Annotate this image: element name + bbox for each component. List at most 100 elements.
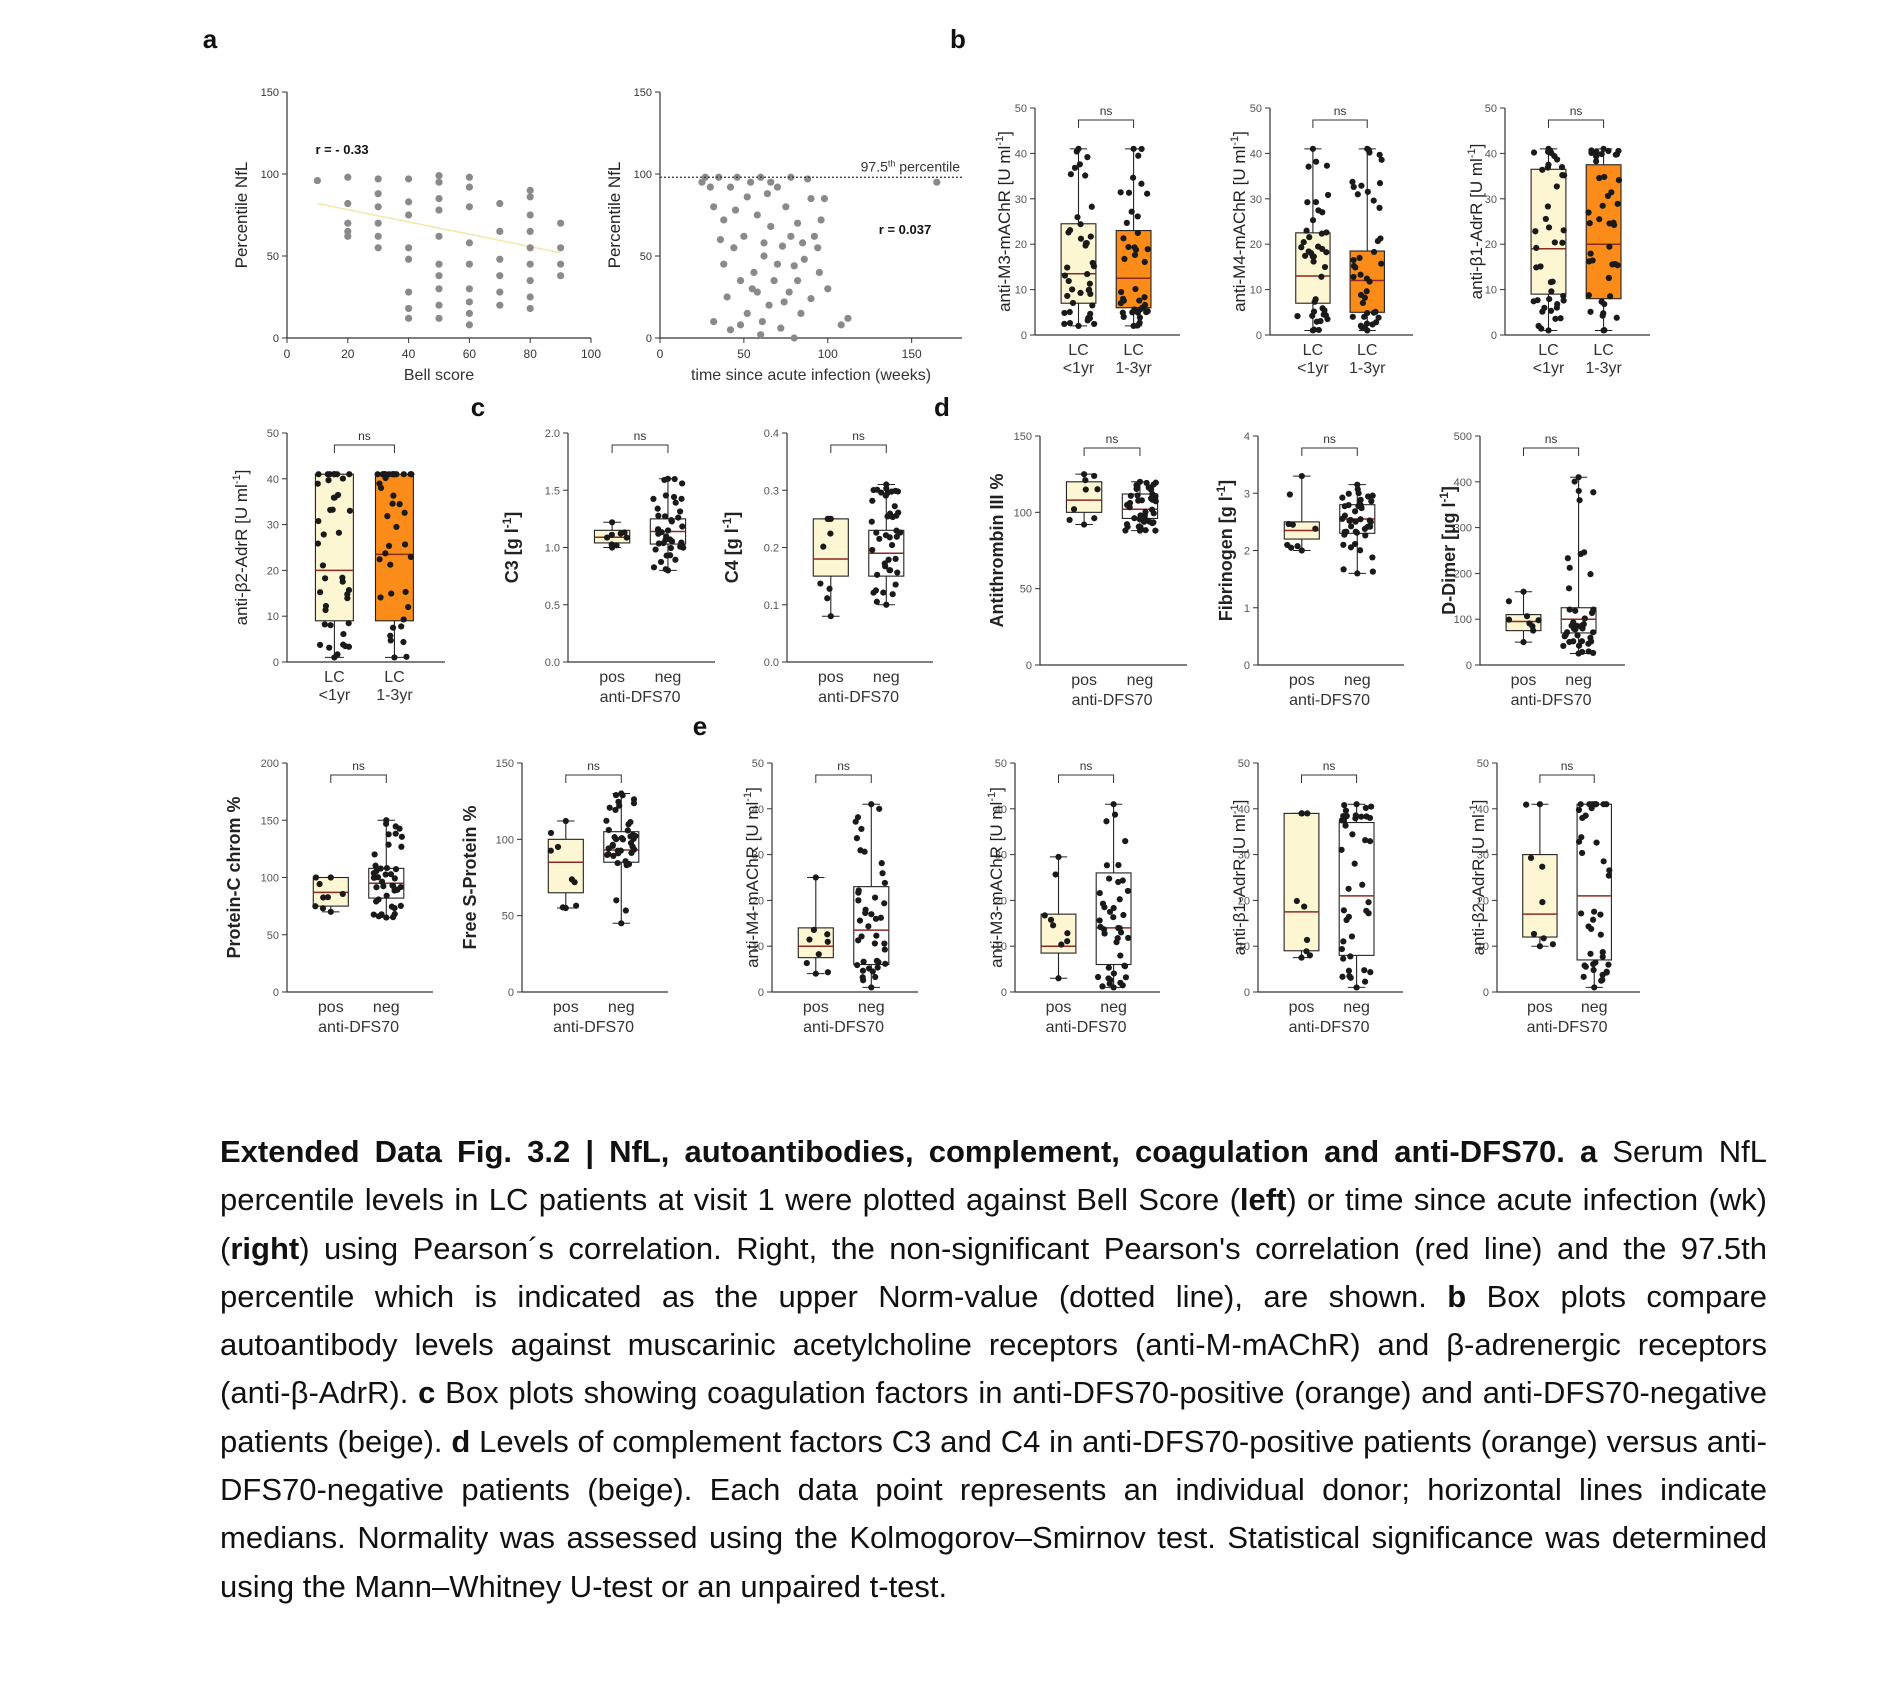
data-point [1345,490,1352,497]
box-iqr [1338,821,1375,956]
data-point [392,823,399,830]
data-point [1589,257,1596,264]
x-axis-label: anti-DFS70 [803,1019,884,1036]
y-tick-label: 300 [1454,523,1472,535]
data-point [1091,472,1098,480]
data-point [812,970,819,977]
data-point [1354,191,1361,198]
data-point [879,870,886,877]
data-point [1340,907,1347,914]
data-point [376,556,383,563]
y-axis-label-part: ] [1467,144,1486,149]
data-point [389,624,397,631]
data-point [1378,260,1385,267]
data-point [316,880,323,888]
y-axis-label-part: ] [722,512,742,518]
data-point [1614,200,1621,207]
scatter-point [807,295,815,303]
scatter-point [557,219,565,227]
box-group-1: neg [1094,801,1132,1016]
data-point [1076,161,1083,168]
data-point [614,859,621,867]
group-label: <1yr [319,687,351,704]
data-point [1348,933,1356,940]
data-point [664,527,672,534]
box-group-0: pos [1283,810,1320,1016]
y-axis-label-part: ] [502,512,522,518]
data-point [1110,801,1117,808]
data-point [1591,984,1598,991]
chart-c2: 0.0 0.1 0.2 0.3 0.4 C4 [g l-1] pos neg anti-DFS7… [721,428,933,706]
data-point [888,488,895,495]
data-point [1082,486,1089,493]
box-group-1: neg [1339,481,1376,689]
data-point [1587,571,1594,578]
data-point [882,532,890,539]
data-point [1605,872,1612,879]
data-point [1545,327,1552,334]
data-point [1564,555,1571,562]
scatter-point [496,301,504,309]
data-point [872,973,879,981]
scatter-point [405,288,413,296]
data-point [1575,642,1583,649]
data-point [1587,308,1594,315]
data-point [1293,897,1300,905]
data-point [1369,492,1376,499]
group-label: pos [1071,672,1097,689]
data-point [324,894,331,901]
data-point [398,623,405,630]
y-tick-label: 10 [1250,285,1262,297]
y-axis-label-part: -1 [986,792,998,802]
data-point [1611,260,1618,268]
data-point [826,585,833,592]
data-point [1610,219,1617,226]
data-point [346,507,354,514]
scatter-point [557,272,565,280]
chart-e3: 0 10 20 30 40 50 anti-β1-AdrR [U ml-1] pos neg an… [1229,758,1403,1036]
ref-part: th [888,158,896,168]
data-point [1536,801,1543,808]
data-point [1574,632,1581,639]
data-point [1570,619,1577,626]
data-point [1321,263,1329,271]
group-label: LC [1303,342,1323,359]
y-axis-label-part: ] [995,131,1014,136]
data-point [859,967,867,974]
y-axis-label: C4 [g l-1] [721,512,742,583]
group-label: 1-3yr [1349,360,1386,377]
data-point [1547,307,1555,314]
data-point [1361,294,1368,301]
x-tick-label: 0 [284,347,291,361]
y-tick-label: 50 [502,911,514,923]
data-point [1284,541,1291,549]
data-point [869,546,876,554]
data-point [1565,585,1573,592]
data-point [1589,916,1597,923]
data-point [1152,479,1159,486]
data-point [387,632,394,639]
scatter-point [526,227,534,235]
scatter-point [743,193,751,201]
data-point [1094,973,1102,981]
data-point [1603,801,1610,808]
y-axis-label-part: Antithrombin III % [987,474,1007,628]
y-tick-label: 0 [646,333,652,345]
scatter-point [526,244,534,252]
y-axis-label-part: -1 [721,517,734,528]
data-point [1364,309,1371,317]
x-tick-label: 0 [657,347,664,361]
data-point [1081,471,1088,478]
data-point [1339,973,1346,980]
data-point [1119,295,1127,302]
data-point [1575,474,1582,481]
y-tick-label: 30 [267,520,279,532]
y-tick-label: 0 [1256,330,1262,342]
data-point [1575,838,1583,845]
data-point [1125,189,1133,196]
scatter-point [731,206,740,214]
y-axis-label-part: -1 [1229,136,1241,146]
data-point [1585,209,1592,216]
data-point [1312,525,1319,532]
x-axis-label: time since acute infection (weeks) [691,367,931,384]
